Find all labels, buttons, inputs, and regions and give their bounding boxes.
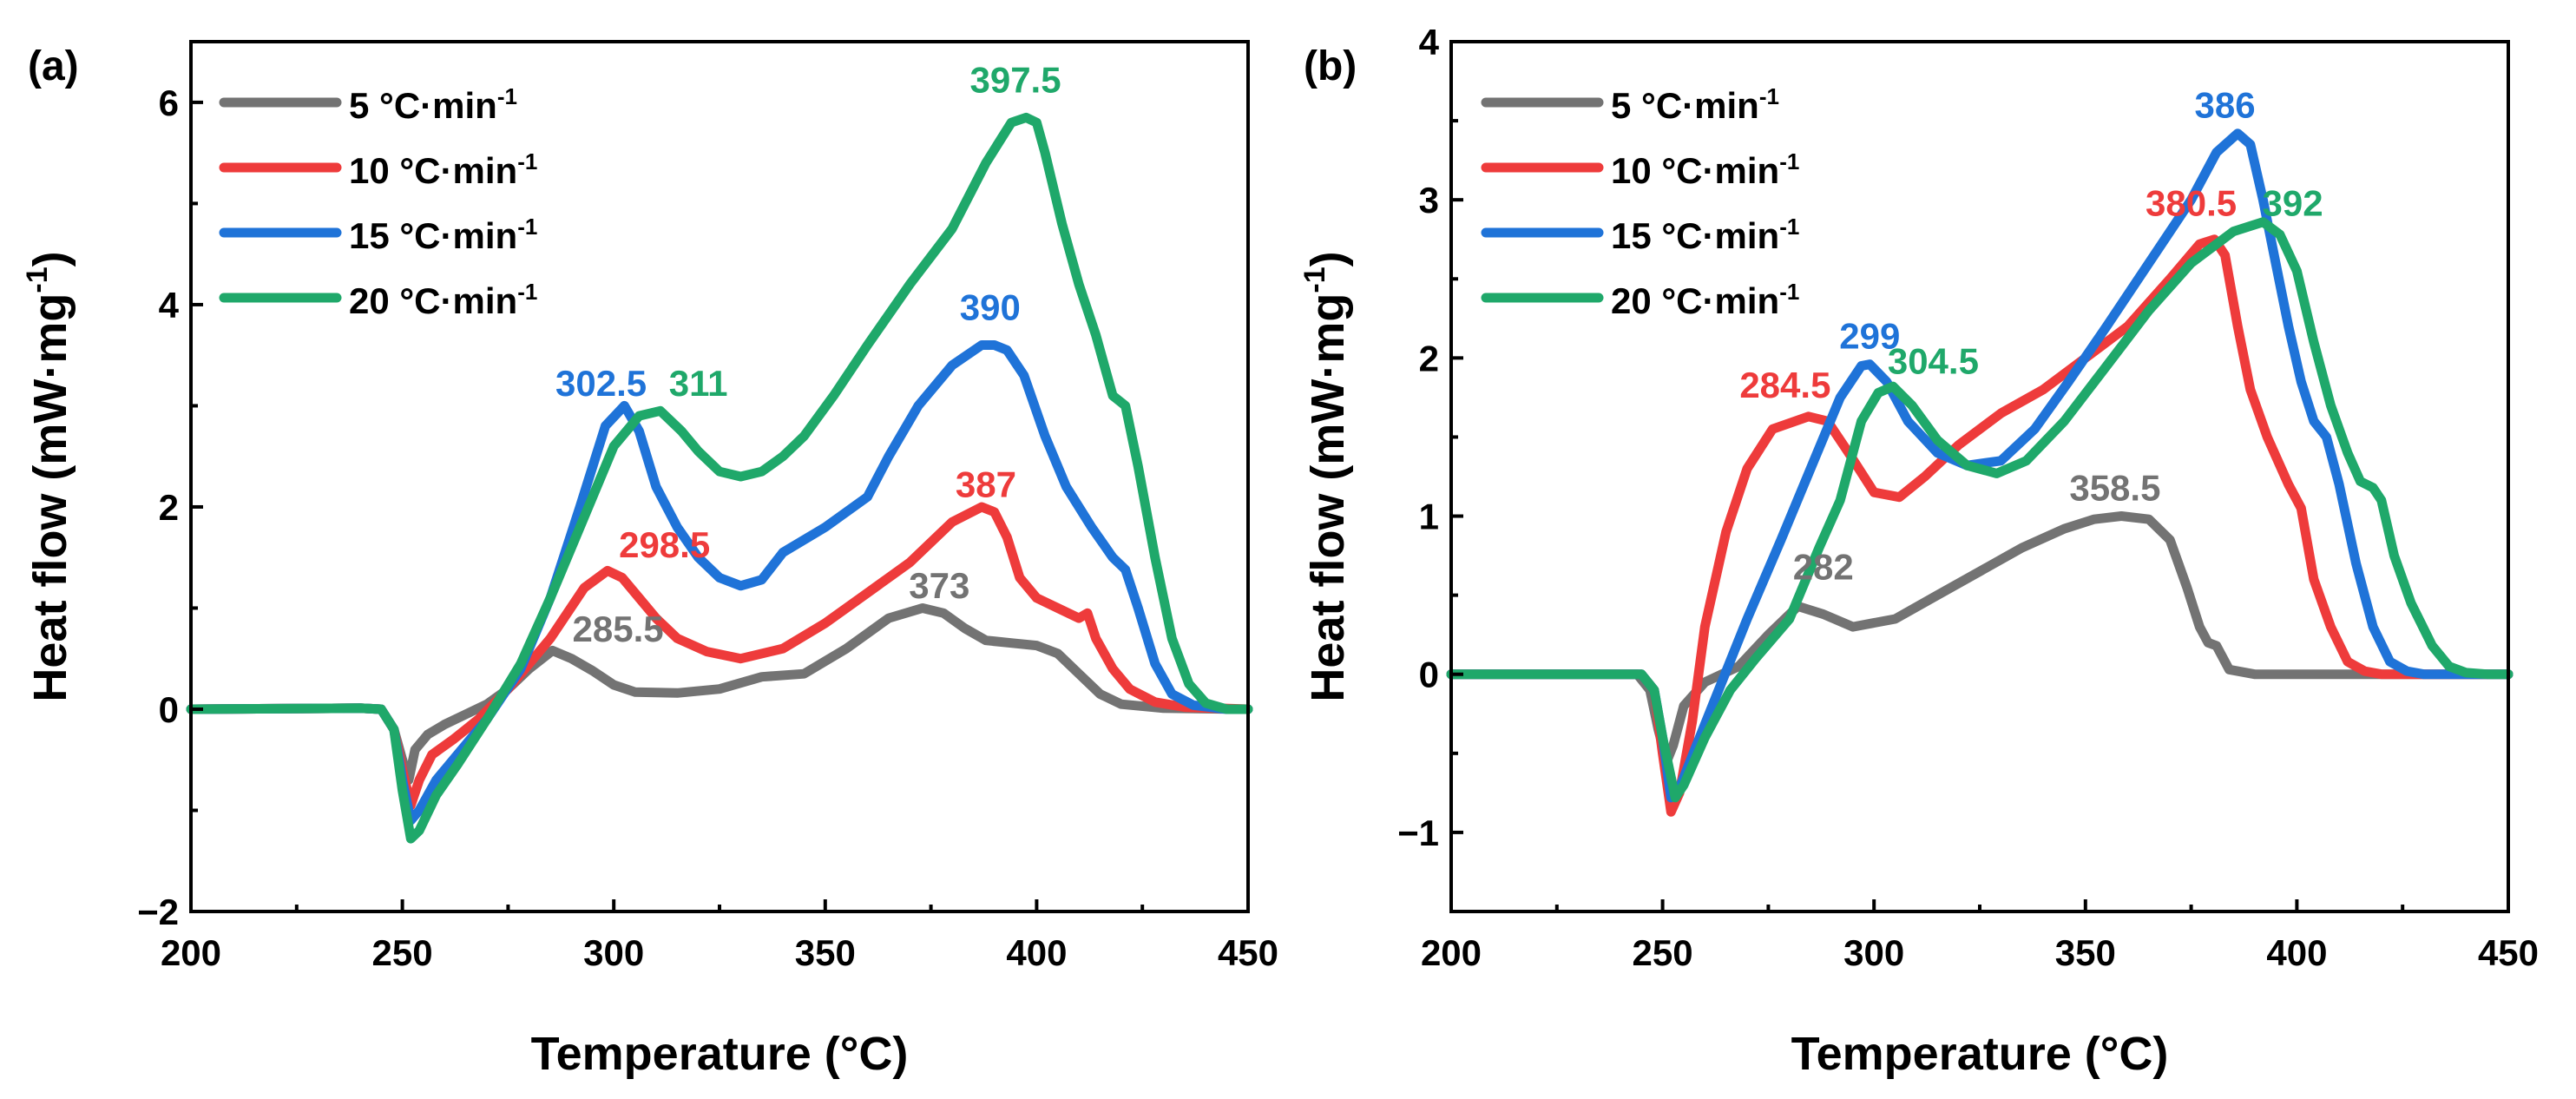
x-tick-label: 300 [583, 932, 644, 973]
y-tick-label: 0 [159, 689, 179, 730]
legend-item-5: 5 °C·min-1 [1481, 83, 1779, 126]
peak-label: 358.5 [2069, 467, 2160, 508]
legend-item-10: 10 °C·min-1 [1481, 148, 1799, 191]
peak-label: 373 [909, 565, 969, 606]
panel-b-legend: 5 °C·min-1 10 °C·min-1 15 °C·min-1 20 °C… [1481, 83, 1799, 321]
peak-label: 304.5 [1888, 341, 1979, 382]
peak-label: 298.5 [619, 524, 710, 565]
panel-a-y-axis-title: Heat flow (mW·mg-1) [21, 251, 76, 701]
panel-b-x-axis: 200 250 300 350 400 450 [1421, 899, 2539, 973]
legend-label-20: 20 °C·min-1 [1611, 279, 1799, 321]
peak-label: 282 [1793, 546, 1854, 587]
panel-a-lines [186, 112, 1253, 844]
legend-item-15: 15 °C·min-1 [219, 214, 537, 256]
peak-label: 380.5 [2146, 182, 2237, 223]
peak-label: 302.5 [555, 363, 647, 404]
legend-label-5: 5 °C·min-1 [1611, 83, 1779, 126]
y-tick-label: 1 [1419, 497, 1439, 537]
y-tick-label: −2 [137, 892, 179, 932]
peak-label: 311 [669, 363, 728, 404]
panel-b-label: (b) [1304, 43, 1357, 89]
y-tick-label: 2 [159, 487, 179, 528]
panel-a-legend: 5 °C·min-1 10 °C·min-1 15 °C·min-1 20 °C… [219, 83, 537, 321]
peak-label: 397.5 [969, 59, 1061, 100]
series-line-20 [1446, 217, 2514, 803]
x-tick-label: 400 [2266, 932, 2327, 973]
panel-a-x-axis-title: Temperature (°C) [531, 1028, 909, 1080]
series-line-5 [1446, 511, 2514, 767]
legend-item-15: 15 °C·min-1 [1481, 214, 1799, 256]
panel-a-y-axis: −2 0 2 4 6 [137, 82, 203, 932]
x-tick-label: 400 [1006, 932, 1067, 973]
y-tick-label: 0 [1419, 655, 1439, 695]
peak-label: 299 [1839, 315, 1900, 356]
panel-a-annotations: 397.5 390 387 373 302.5 311 298.5 285.5 [555, 59, 1061, 649]
legend-label-5: 5 °C·min-1 [349, 83, 517, 126]
y-tick-label: 2 [1419, 338, 1439, 378]
x-tick-label: 450 [1218, 932, 1278, 973]
legend-label-20: 20 °C·min-1 [349, 279, 537, 321]
x-tick-label: 450 [2478, 932, 2539, 973]
series-line-10 [186, 502, 1253, 811]
peak-label: 284.5 [1739, 365, 1830, 405]
peak-label: 390 [960, 286, 1021, 327]
y-tick-label: 4 [159, 285, 180, 326]
legend-item-10: 10 °C·min-1 [219, 148, 537, 191]
panel-a: (a) 200 250 300 350 400 450 −2 0 2 4 6 397.5 390 38… [21, 40, 1278, 1080]
legend-label-10: 10 °C·min-1 [349, 148, 537, 191]
series-line-20 [186, 112, 1253, 844]
panel-b-y-axis: −1 0 1 2 3 4 [1397, 22, 1463, 853]
y-tick-label: 4 [1419, 22, 1440, 63]
legend-item-20: 20 °C·min-1 [219, 279, 537, 321]
panel-a-label: (a) [28, 43, 79, 89]
peak-label: 285.5 [573, 609, 664, 649]
legend-item-20: 20 °C·min-1 [1481, 279, 1799, 321]
series-line-15 [186, 340, 1253, 826]
series-line-15 [1446, 128, 2514, 803]
panel-b-y-axis-title: Heat flow (mW·mg-1) [1298, 251, 1354, 701]
x-tick-label: 350 [795, 932, 856, 973]
x-tick-label: 200 [161, 932, 221, 973]
series-line-5 [186, 603, 1253, 785]
panel-b-x-axis-title: Temperature (°C) [1791, 1028, 2169, 1080]
x-tick-label: 300 [1843, 932, 1904, 973]
y-tick-label: −1 [1397, 813, 1439, 853]
y-tick-label: 3 [1419, 180, 1439, 220]
legend-label-15: 15 °C·min-1 [1611, 214, 1799, 256]
y-tick-label: 6 [159, 82, 179, 123]
x-tick-label: 250 [1633, 932, 1693, 973]
legend-item-5: 5 °C·min-1 [219, 83, 517, 126]
legend-label-15: 15 °C·min-1 [349, 214, 537, 256]
peak-label: 387 [956, 464, 1016, 504]
x-tick-label: 250 [372, 932, 433, 973]
x-tick-label: 200 [1421, 932, 1482, 973]
peak-label: 392 [2262, 182, 2323, 223]
panel-a-x-axis: 200 250 300 350 400 450 [161, 899, 1278, 973]
series-line-10 [1446, 234, 2514, 817]
peak-label: 386 [2195, 84, 2256, 125]
x-tick-label: 350 [2055, 932, 2116, 973]
legend-label-10: 10 °C·min-1 [1611, 148, 1799, 191]
panel-b-lines [1446, 128, 2514, 817]
